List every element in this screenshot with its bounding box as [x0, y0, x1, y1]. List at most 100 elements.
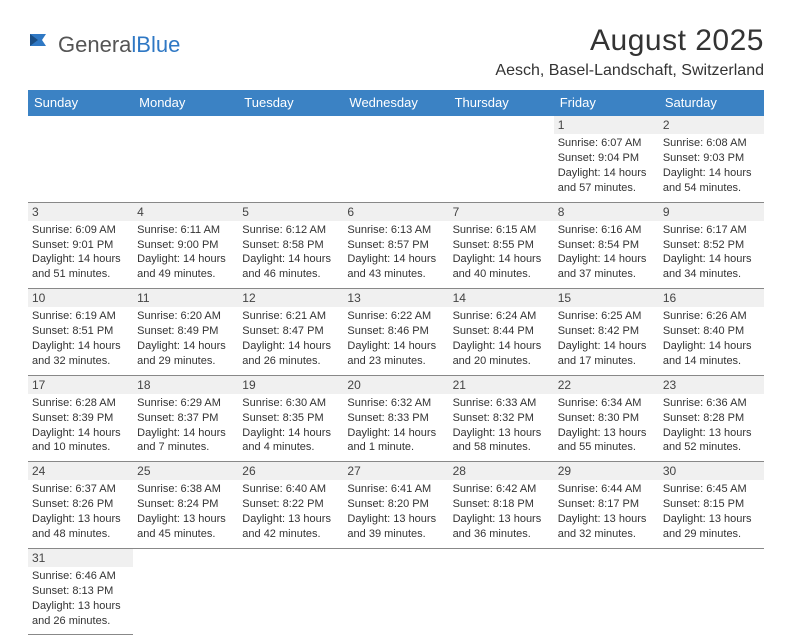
day-day1: Daylight: 14 hours	[32, 252, 129, 267]
calendar-day-cell	[554, 548, 659, 635]
calendar-day-cell: 17Sunrise: 6:28 AMSunset: 8:39 PMDayligh…	[28, 375, 133, 462]
day-day1: Daylight: 13 hours	[558, 512, 655, 527]
calendar-body: 1Sunrise: 6:07 AMSunset: 9:04 PMDaylight…	[28, 116, 764, 635]
day-number: 20	[343, 376, 448, 394]
day-day1: Daylight: 14 hours	[137, 252, 234, 267]
day-sunset: Sunset: 8:30 PM	[558, 411, 655, 426]
day-sunset: Sunset: 8:49 PM	[137, 324, 234, 339]
day-sunset: Sunset: 8:46 PM	[347, 324, 444, 339]
day-day2: and 34 minutes.	[663, 267, 760, 282]
day-sunrise: Sunrise: 6:16 AM	[558, 223, 655, 238]
logo-text-2: lBlue	[131, 32, 180, 58]
day-day2: and 37 minutes.	[558, 267, 655, 282]
calendar-day-cell: 23Sunrise: 6:36 AMSunset: 8:28 PMDayligh…	[659, 375, 764, 462]
day-sunrise: Sunrise: 6:30 AM	[242, 396, 339, 411]
calendar-table: SundayMondayTuesdayWednesdayThursdayFrid…	[28, 90, 764, 635]
calendar-day-cell: 22Sunrise: 6:34 AMSunset: 8:30 PMDayligh…	[554, 375, 659, 462]
day-number: 18	[133, 376, 238, 394]
day-number: 22	[554, 376, 659, 394]
day-sunset: Sunset: 8:28 PM	[663, 411, 760, 426]
calendar-week-row: 3Sunrise: 6:09 AMSunset: 9:01 PMDaylight…	[28, 202, 764, 289]
calendar-day-cell: 6Sunrise: 6:13 AMSunset: 8:57 PMDaylight…	[343, 202, 448, 289]
day-day2: and 14 minutes.	[663, 354, 760, 369]
day-day1: Daylight: 14 hours	[32, 426, 129, 441]
day-sunset: Sunset: 8:33 PM	[347, 411, 444, 426]
day-sunrise: Sunrise: 6:29 AM	[137, 396, 234, 411]
calendar-week-row: 24Sunrise: 6:37 AMSunset: 8:26 PMDayligh…	[28, 462, 764, 549]
day-number: 17	[28, 376, 133, 394]
day-sunset: Sunset: 8:32 PM	[453, 411, 550, 426]
calendar-day-cell: 29Sunrise: 6:44 AMSunset: 8:17 PMDayligh…	[554, 462, 659, 549]
day-day2: and 49 minutes.	[137, 267, 234, 282]
day-sunrise: Sunrise: 6:34 AM	[558, 396, 655, 411]
day-number: 10	[28, 289, 133, 307]
logo-flag-icon	[28, 30, 56, 59]
day-number: 15	[554, 289, 659, 307]
calendar-day-cell	[343, 116, 448, 203]
day-day2: and 1 minute.	[347, 440, 444, 455]
day-sunset: Sunset: 8:20 PM	[347, 497, 444, 512]
day-number: 16	[659, 289, 764, 307]
day-sunset: Sunset: 8:17 PM	[558, 497, 655, 512]
day-day1: Daylight: 14 hours	[453, 252, 550, 267]
calendar-day-cell: 2Sunrise: 6:08 AMSunset: 9:03 PMDaylight…	[659, 116, 764, 203]
day-day2: and 48 minutes.	[32, 527, 129, 542]
day-header: Wednesday	[343, 90, 448, 116]
day-number: 24	[28, 462, 133, 480]
day-day2: and 4 minutes.	[242, 440, 339, 455]
day-number: 30	[659, 462, 764, 480]
day-sunset: Sunset: 8:54 PM	[558, 238, 655, 253]
day-number: 7	[449, 203, 554, 221]
day-day2: and 52 minutes.	[663, 440, 760, 455]
day-sunset: Sunset: 8:37 PM	[137, 411, 234, 426]
day-day2: and 26 minutes.	[32, 614, 129, 629]
header: Genera lBlue August 2025 Aesch, Basel-La…	[28, 24, 764, 88]
day-sunrise: Sunrise: 6:11 AM	[137, 223, 234, 238]
day-sunrise: Sunrise: 6:15 AM	[453, 223, 550, 238]
day-day1: Daylight: 13 hours	[663, 426, 760, 441]
day-day2: and 17 minutes.	[558, 354, 655, 369]
calendar-day-cell: 19Sunrise: 6:30 AMSunset: 8:35 PMDayligh…	[238, 375, 343, 462]
day-day2: and 43 minutes.	[347, 267, 444, 282]
day-number: 23	[659, 376, 764, 394]
calendar-day-cell	[133, 548, 238, 635]
day-day1: Daylight: 14 hours	[347, 252, 444, 267]
calendar-day-cell: 18Sunrise: 6:29 AMSunset: 8:37 PMDayligh…	[133, 375, 238, 462]
day-sunrise: Sunrise: 6:24 AM	[453, 309, 550, 324]
day-day2: and 40 minutes.	[453, 267, 550, 282]
day-sunrise: Sunrise: 6:45 AM	[663, 482, 760, 497]
day-day2: and 36 minutes.	[453, 527, 550, 542]
day-day2: and 58 minutes.	[453, 440, 550, 455]
day-number: 5	[238, 203, 343, 221]
calendar-day-cell: 11Sunrise: 6:20 AMSunset: 8:49 PMDayligh…	[133, 289, 238, 376]
calendar-day-cell: 3Sunrise: 6:09 AMSunset: 9:01 PMDaylight…	[28, 202, 133, 289]
day-sunset: Sunset: 8:22 PM	[242, 497, 339, 512]
day-day1: Daylight: 13 hours	[137, 512, 234, 527]
day-day1: Daylight: 14 hours	[558, 252, 655, 267]
calendar-day-cell: 27Sunrise: 6:41 AMSunset: 8:20 PMDayligh…	[343, 462, 448, 549]
day-day1: Daylight: 13 hours	[32, 599, 129, 614]
day-day1: Daylight: 13 hours	[453, 512, 550, 527]
calendar-day-cell: 8Sunrise: 6:16 AMSunset: 8:54 PMDaylight…	[554, 202, 659, 289]
logo-text-1: Genera	[58, 32, 131, 58]
day-day1: Daylight: 13 hours	[663, 512, 760, 527]
calendar-day-cell: 5Sunrise: 6:12 AMSunset: 8:58 PMDaylight…	[238, 202, 343, 289]
calendar-day-cell: 15Sunrise: 6:25 AMSunset: 8:42 PMDayligh…	[554, 289, 659, 376]
day-sunrise: Sunrise: 6:21 AM	[242, 309, 339, 324]
day-day1: Daylight: 14 hours	[663, 252, 760, 267]
day-day2: and 39 minutes.	[347, 527, 444, 542]
day-day2: and 26 minutes.	[242, 354, 339, 369]
day-number: 28	[449, 462, 554, 480]
day-day2: and 42 minutes.	[242, 527, 339, 542]
day-number: 14	[449, 289, 554, 307]
day-sunset: Sunset: 8:51 PM	[32, 324, 129, 339]
calendar-week-row: 31Sunrise: 6:46 AMSunset: 8:13 PMDayligh…	[28, 548, 764, 635]
calendar-day-cell: 16Sunrise: 6:26 AMSunset: 8:40 PMDayligh…	[659, 289, 764, 376]
day-number: 9	[659, 203, 764, 221]
day-number: 12	[238, 289, 343, 307]
calendar-day-cell	[133, 116, 238, 203]
day-sunset: Sunset: 8:55 PM	[453, 238, 550, 253]
day-number: 27	[343, 462, 448, 480]
calendar-week-row: 10Sunrise: 6:19 AMSunset: 8:51 PMDayligh…	[28, 289, 764, 376]
calendar-day-cell: 1Sunrise: 6:07 AMSunset: 9:04 PMDaylight…	[554, 116, 659, 203]
